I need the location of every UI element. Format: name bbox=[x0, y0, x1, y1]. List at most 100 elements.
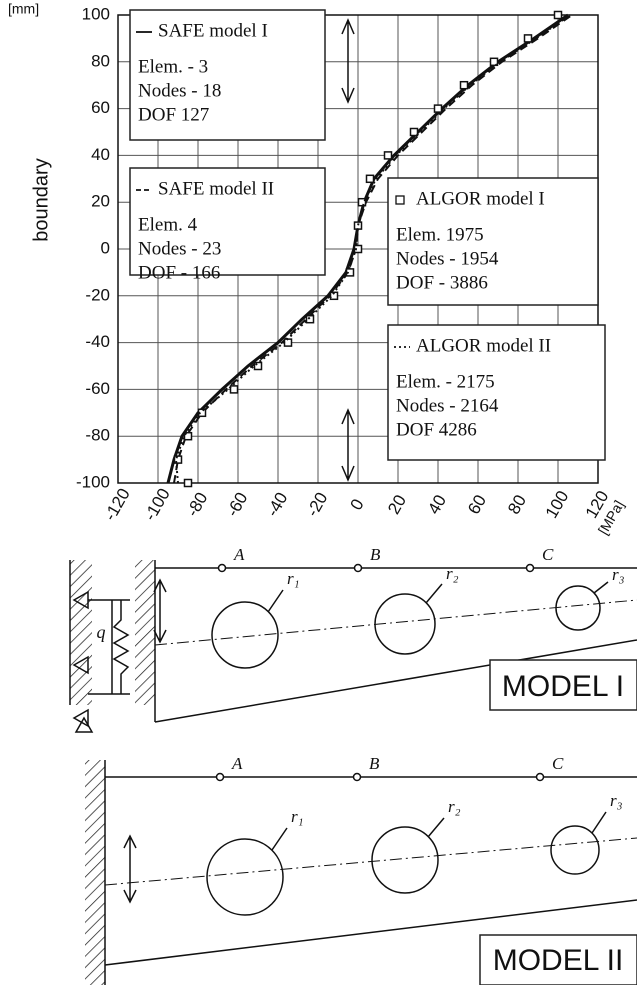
node-point bbox=[215, 772, 225, 782]
x-tick-label: 40 bbox=[424, 492, 450, 518]
legend-info: DOF 4286 bbox=[396, 419, 477, 440]
x-tick-label: -20 bbox=[303, 489, 332, 520]
marker bbox=[253, 361, 263, 371]
node-point bbox=[352, 772, 362, 782]
marker bbox=[329, 291, 339, 301]
hole bbox=[371, 826, 439, 894]
legend-info: DOF 127 bbox=[138, 104, 209, 125]
legend-info: DOF - 166 bbox=[138, 262, 220, 283]
x-tick-label: -80 bbox=[183, 489, 212, 520]
marker bbox=[229, 385, 239, 394]
hole bbox=[206, 838, 284, 916]
model-one: A B Cr₁ r₂ r₃ q MODEL I bbox=[69, 545, 637, 733]
node-label: A bbox=[233, 545, 245, 564]
beam bbox=[104, 776, 637, 966]
marker bbox=[183, 478, 193, 488]
y-tick-label: 0 bbox=[101, 238, 110, 257]
marker bbox=[553, 10, 563, 20]
hole bbox=[555, 585, 601, 631]
wall-hatch bbox=[135, 560, 155, 705]
legend-label: SAFE model II bbox=[158, 178, 274, 199]
series-line bbox=[174, 14, 571, 484]
radius-label: r₁ bbox=[291, 807, 304, 826]
legend-info: Nodes - 18 bbox=[138, 80, 221, 101]
double-arrow bbox=[123, 834, 137, 904]
legend-box bbox=[387, 177, 599, 306]
y-unit: [mm] bbox=[8, 1, 39, 17]
radius-label: r₂ bbox=[446, 564, 459, 583]
marker bbox=[489, 57, 499, 67]
hole bbox=[211, 601, 279, 669]
x-tick-label: -40 bbox=[263, 489, 292, 520]
y-tick-label: 100 bbox=[82, 4, 110, 23]
marker bbox=[283, 338, 293, 347]
y-tick-label: -80 bbox=[85, 426, 110, 445]
x-tick-label: -100 bbox=[140, 485, 173, 524]
legend-box bbox=[129, 9, 326, 141]
marker bbox=[383, 151, 393, 160]
legend-info: Elem. 4 bbox=[138, 214, 198, 235]
marker bbox=[173, 455, 183, 464]
x-tick-label: 0 bbox=[347, 496, 368, 514]
wall-hatch bbox=[85, 760, 105, 985]
node-point bbox=[535, 772, 545, 782]
legend-box bbox=[129, 167, 326, 276]
legend-info: Elem. - 2175 bbox=[396, 371, 495, 392]
radius-label: r₃ bbox=[610, 791, 623, 810]
x-tick-label: -60 bbox=[223, 489, 252, 520]
hole bbox=[550, 825, 600, 875]
load-label: q bbox=[97, 622, 106, 642]
legend-label: ALGOR model I bbox=[416, 188, 545, 209]
legend-info: Elem. 1975 bbox=[396, 224, 484, 245]
spring bbox=[88, 599, 130, 695]
marker bbox=[523, 34, 533, 43]
y-tick-label: 60 bbox=[91, 98, 110, 117]
chart: [mm] boundary [MPa] -120 -100 -80 -60 -40 -20… bbox=[8, 1, 627, 537]
marker bbox=[459, 80, 469, 90]
marker bbox=[365, 174, 375, 184]
model-box bbox=[489, 659, 637, 711]
radius-label: r₁ bbox=[287, 569, 300, 588]
node-point bbox=[525, 563, 535, 573]
model-title: MODEL I bbox=[502, 670, 624, 703]
x-tick-label: 80 bbox=[504, 492, 530, 518]
legend-label: SAFE model I bbox=[158, 20, 268, 41]
pin bbox=[74, 716, 94, 733]
y-tick-label: 40 bbox=[91, 145, 110, 164]
model-title: MODEL II bbox=[493, 944, 624, 977]
x-tick-label: 100 bbox=[542, 487, 573, 521]
hole bbox=[374, 593, 436, 655]
legend-swatch bbox=[395, 195, 405, 205]
legend-label: ALGOR model II bbox=[416, 335, 551, 356]
legend-box bbox=[387, 324, 606, 461]
legend-info: Nodes - 23 bbox=[138, 238, 221, 259]
x-tick-label: 20 bbox=[384, 492, 410, 518]
marker bbox=[353, 244, 363, 254]
y-axis-label: boundary bbox=[30, 158, 52, 241]
legend-info: Nodes - 2164 bbox=[396, 395, 499, 416]
leader bbox=[271, 811, 607, 851]
y-tick-label: -40 bbox=[85, 332, 110, 351]
legend-info: Elem. - 3 bbox=[138, 56, 208, 77]
double-arrow bbox=[341, 18, 355, 482]
node-label: C bbox=[552, 754, 564, 773]
y-tick-label: -60 bbox=[85, 379, 110, 398]
node-label: B bbox=[369, 754, 380, 773]
node-point bbox=[353, 563, 363, 573]
node-label: B bbox=[370, 545, 381, 564]
marker bbox=[409, 127, 419, 137]
y-tick-label: 20 bbox=[91, 192, 110, 211]
legend-info: Nodes - 1954 bbox=[396, 248, 499, 269]
marker bbox=[183, 431, 193, 441]
centerline bbox=[104, 837, 637, 886]
legend-info: DOF - 3886 bbox=[396, 272, 488, 293]
radius-label: r₂ bbox=[448, 797, 461, 816]
y-tick-label: 80 bbox=[91, 51, 110, 70]
node-label: A bbox=[231, 754, 243, 773]
marker bbox=[433, 104, 443, 113]
double-arrow bbox=[153, 578, 167, 644]
radius-label: r₃ bbox=[612, 565, 625, 584]
model-two: A B Cr₁ r₂ r₃ MODEL II bbox=[85, 754, 637, 985]
y-tick-label: -20 bbox=[85, 285, 110, 304]
